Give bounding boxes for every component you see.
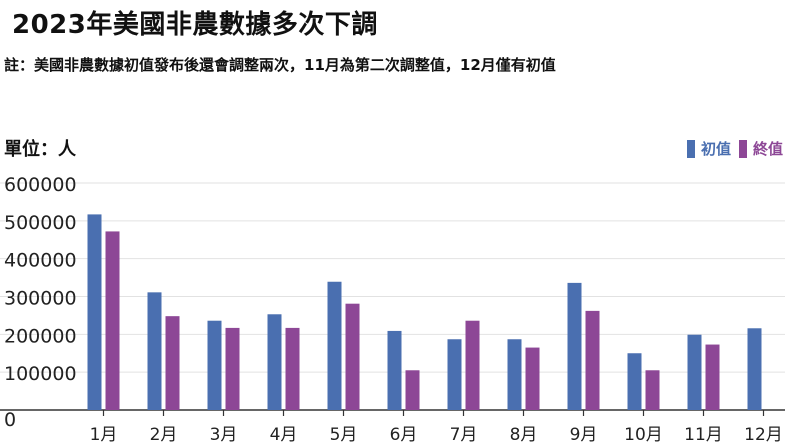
x-tick-label: 12月 [744, 425, 783, 445]
bar-final [525, 347, 540, 410]
y-tick-label: 300000 [4, 288, 77, 310]
y-tick-label: 500000 [4, 212, 77, 234]
bar-initial [507, 339, 522, 410]
legend-item-final: 終值 [738, 138, 783, 159]
bar-initial [687, 334, 702, 410]
bar-final [465, 320, 480, 410]
x-tick-label: 1月 [90, 425, 118, 445]
bar-initial [747, 328, 762, 410]
x-tick-label: 7月 [450, 425, 478, 445]
bar-final [165, 316, 180, 410]
y-tick-label: 100000 [4, 363, 77, 385]
bar-final [705, 344, 720, 410]
legend-swatch-final [738, 139, 747, 158]
x-tick-label: 9月 [570, 425, 598, 445]
x-tick-label: 11月 [684, 425, 723, 445]
x-tick-label: 6月 [390, 425, 418, 445]
bar-final [105, 231, 120, 410]
legend: 初值 終值 [686, 138, 783, 159]
legend-label-initial: 初值 [700, 140, 731, 158]
x-tick-label: 3月 [210, 425, 238, 445]
x-tick-label: 5月 [330, 425, 358, 445]
unit-label: 單位：人 [4, 139, 76, 160]
legend-item-initial: 初值 [686, 138, 731, 159]
bar-initial [567, 282, 582, 410]
y-tick-label: 200000 [4, 325, 77, 347]
bar-initial [267, 314, 282, 410]
legend-swatch-initial [686, 139, 695, 158]
x-tick-label: 2月 [150, 425, 178, 445]
bar-initial [447, 339, 462, 410]
x-tick-label: 4月 [270, 425, 298, 445]
bar-final [345, 303, 360, 410]
legend-label-final: 終值 [752, 140, 783, 158]
x-tick-label: 8月 [510, 425, 538, 445]
bar-initial [327, 281, 342, 410]
chart-note: 註：美國非農數據初值發布後還會調整兩次，11月為第二次調整值，12月僅有初值 [4, 56, 556, 74]
bar-final [225, 327, 240, 410]
bar-initial [207, 320, 222, 410]
bar-final [405, 370, 420, 410]
bar-final [285, 327, 300, 410]
bar-initial [627, 353, 642, 410]
chart-title: 2023年美國非農數據多次下調 [12, 10, 378, 40]
y-tick-label: 400000 [4, 250, 77, 272]
bar-initial [387, 330, 402, 410]
x-tick-label: 10月 [624, 425, 663, 445]
y-tick-label: 600000 [4, 174, 77, 196]
bar-final [645, 370, 660, 410]
bar-initial [87, 214, 102, 410]
y-tick-label: 0 [4, 409, 16, 431]
bar-final [585, 310, 600, 410]
bar-initial [147, 292, 162, 410]
